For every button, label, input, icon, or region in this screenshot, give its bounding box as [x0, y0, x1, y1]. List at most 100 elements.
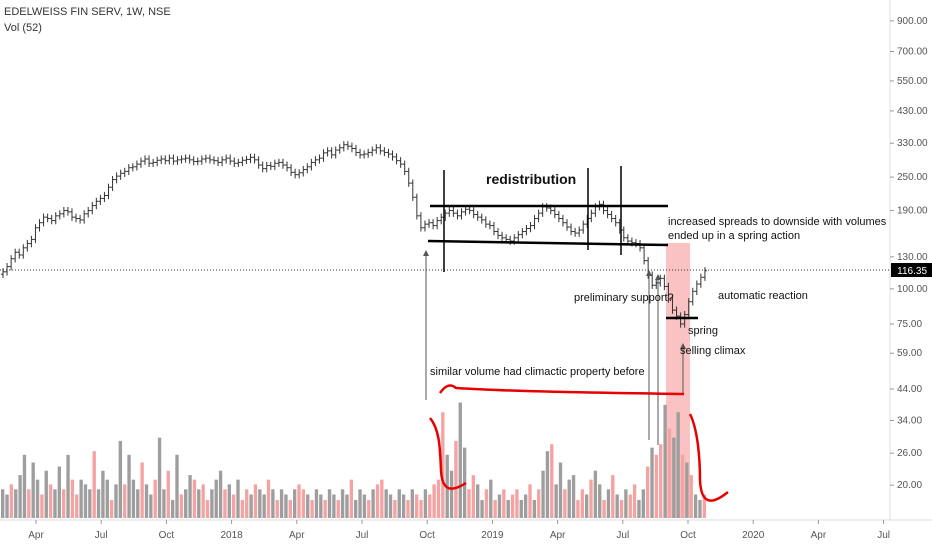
volume-bar: [31, 462, 35, 518]
x-tick-label: Jul: [356, 530, 369, 541]
volume-bar: [218, 470, 223, 518]
price-bar: [240, 156, 245, 167]
volume-bar: [680, 454, 685, 518]
volume-bar: [606, 489, 611, 518]
price-bars: [1, 141, 707, 328]
similar-volume-label: similar volume had climactic property be…: [430, 366, 645, 378]
price-bar: [463, 205, 468, 216]
volume-bar: [667, 428, 672, 518]
volume-bar: [693, 494, 698, 518]
price-bar: [520, 227, 525, 239]
volume-bar: [57, 466, 62, 518]
price-bar: [29, 235, 34, 248]
price-bar: [248, 153, 253, 164]
price-bar: [236, 158, 241, 167]
price-bar: [110, 175, 115, 191]
price-bar: [528, 221, 533, 233]
price-bar: [272, 159, 277, 171]
volume-bar: [349, 479, 353, 518]
volume-bar: [184, 489, 188, 518]
redistribution-bottom-line[interactable]: [427, 239, 669, 247]
y-tick-label: 100.00: [897, 284, 928, 295]
volume-bar: [476, 484, 480, 518]
price-bar: [220, 156, 225, 167]
price-bar: [37, 219, 42, 232]
price-bar: [333, 146, 338, 159]
volume-bar: [131, 479, 136, 518]
volume-bar: [14, 489, 18, 518]
price-bar: [418, 212, 423, 232]
price-bar: [422, 220, 427, 232]
volume-bar: [284, 494, 288, 518]
volume-bar: [136, 489, 140, 518]
volume-bar: [554, 484, 558, 518]
price-bar: [670, 295, 675, 314]
arrow-head-4: [680, 343, 686, 349]
volume-bar: [40, 494, 44, 518]
price-bar: [118, 169, 123, 180]
price-bar: [427, 219, 432, 228]
volume-bar: [615, 494, 619, 518]
volume-bar: [528, 484, 532, 518]
volume-bars: [1, 402, 706, 518]
price-bar: [285, 161, 290, 172]
volume-bar: [458, 402, 462, 518]
price-bar: [564, 219, 569, 231]
price-bar: [228, 154, 233, 165]
volume-bar: [292, 489, 297, 518]
volume-bar: [659, 444, 663, 518]
volume-bar: [441, 412, 445, 518]
y-tick-label: 330.00: [897, 138, 928, 149]
volume-bar: [471, 475, 476, 518]
volume-bar: [166, 470, 170, 518]
volume-bar: [35, 479, 40, 518]
price-bar: [560, 214, 565, 227]
price-bar: [313, 156, 318, 167]
y-tick-label: 900.00: [897, 16, 928, 27]
volume-bar: [214, 479, 218, 518]
volume-bar: [650, 447, 654, 518]
volume-bar: [62, 489, 66, 518]
volume-bar: [327, 489, 332, 518]
y-tick-label: 250.00: [897, 172, 928, 183]
volume-bar: [489, 479, 493, 518]
volume-bar: [676, 412, 680, 518]
volume-bar: [358, 489, 362, 518]
volume-bar: [105, 479, 109, 518]
volume-bar: [632, 484, 637, 518]
price-bar: [487, 220, 492, 230]
price-bar: [573, 227, 578, 237]
preliminary-support-label: preliminary support?: [574, 292, 674, 304]
red-arrow-line[interactable]: [438, 384, 685, 396]
price-bar: [244, 155, 249, 164]
red-curve-2[interactable]: [688, 413, 729, 502]
price-bar: [459, 208, 464, 220]
spreads-label-line1: increased spreads to downside with volum…: [668, 216, 887, 228]
volume-bar: [423, 489, 428, 518]
price-bar: [516, 231, 521, 242]
selling-climax-label: selling climax: [680, 345, 746, 357]
price-bar: [183, 154, 188, 163]
volume-bar: [249, 494, 253, 518]
red-curve-1[interactable]: [428, 417, 467, 490]
x-tick-label: Jul: [95, 530, 108, 541]
price-bar: [252, 153, 257, 164]
volume-bar: [22, 454, 27, 518]
price-bar: [662, 274, 667, 291]
volume-bar: [698, 499, 702, 518]
volume-bar: [436, 479, 441, 518]
volume-bar: [428, 494, 432, 518]
volume-bar: [205, 499, 210, 518]
volume-bar: [179, 494, 184, 518]
price-bar: [138, 157, 143, 168]
price-bar: [447, 206, 452, 217]
price-bar: [317, 154, 322, 164]
volume-bar: [689, 475, 693, 518]
price-bar: [349, 142, 354, 153]
volume-bar: [18, 475, 22, 518]
price-bar: [682, 310, 687, 328]
volume-bar: [118, 440, 123, 518]
price-bar: [9, 255, 14, 271]
price-bar: [5, 263, 10, 276]
volume-bar: [628, 494, 632, 518]
